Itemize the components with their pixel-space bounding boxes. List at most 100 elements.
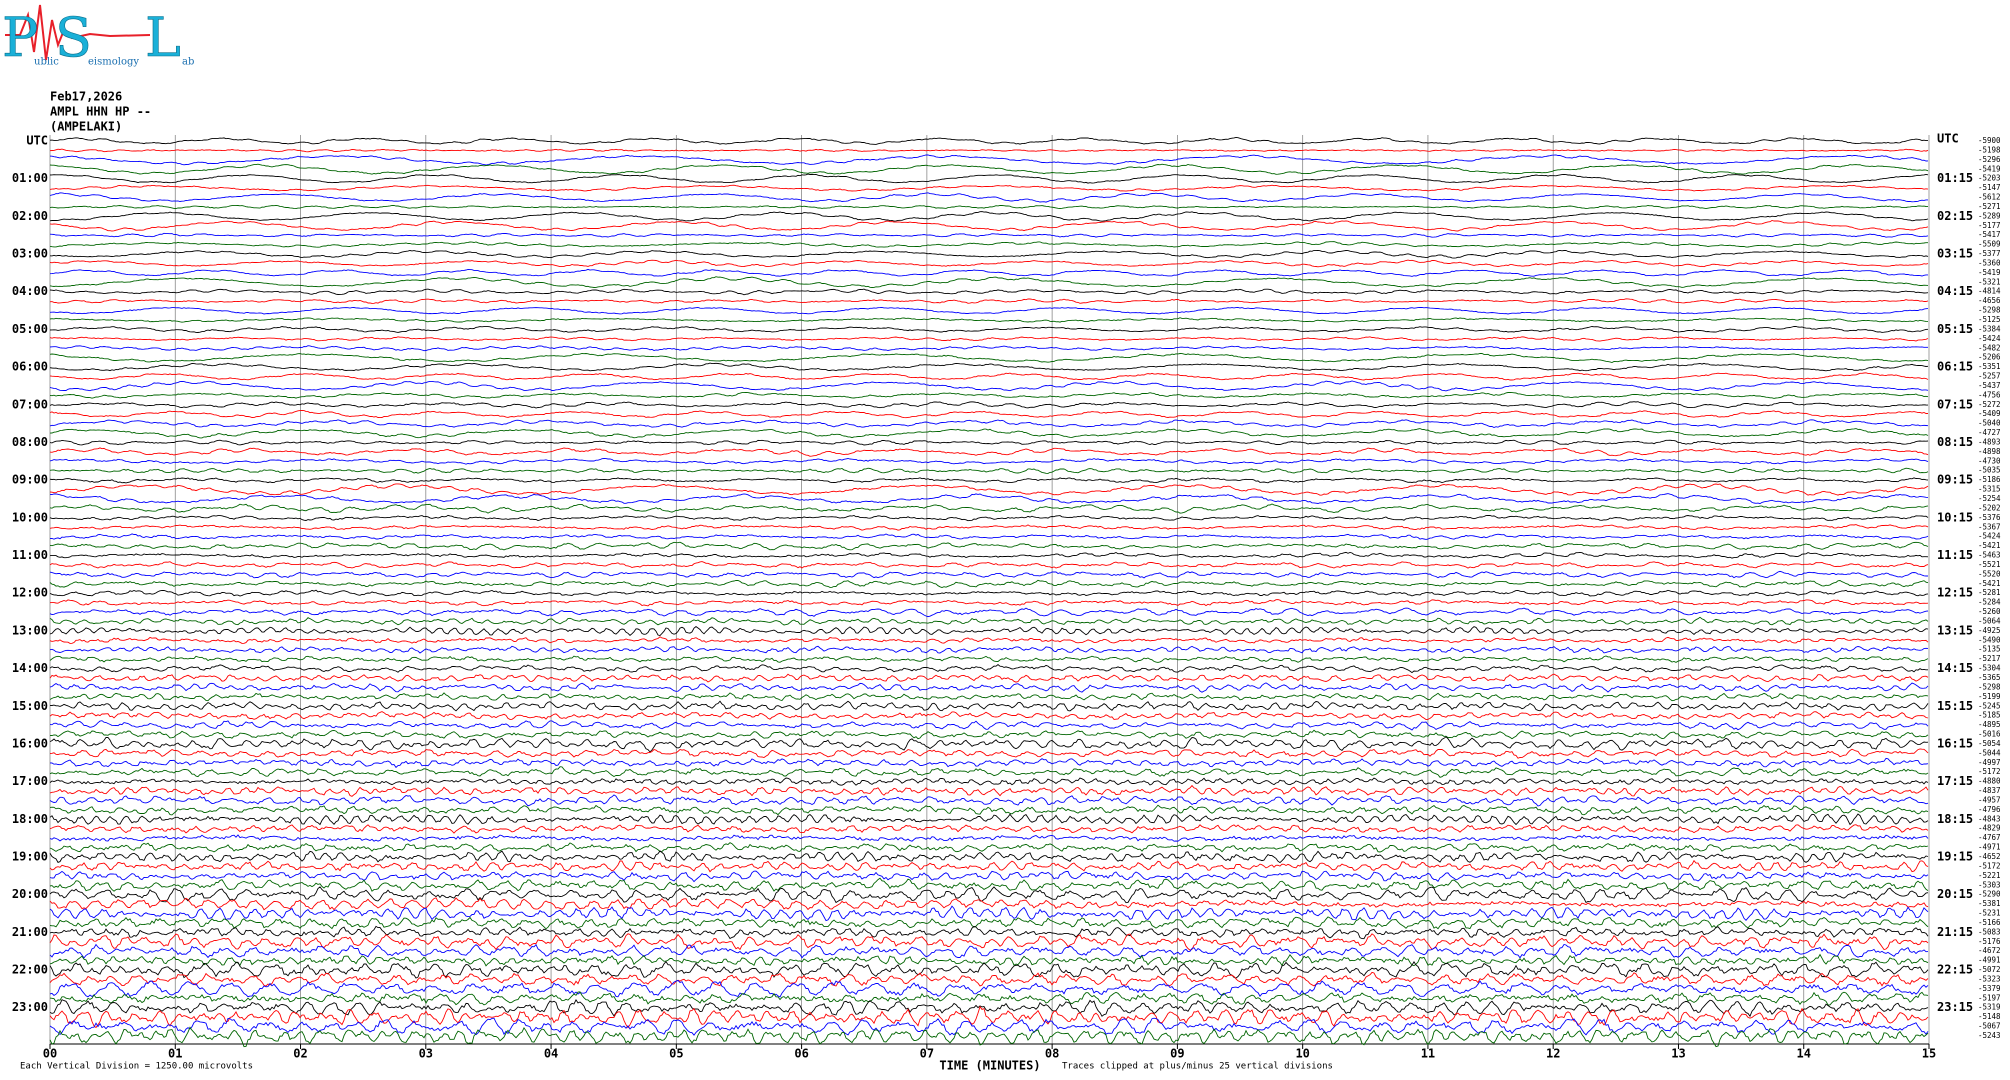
x-tick-label: 07 <box>920 1047 934 1061</box>
trace-offset: -5381 <box>1978 899 2001 908</box>
trace <box>49 886 1929 904</box>
x-tick-label: 08 <box>1045 1047 1059 1061</box>
trace <box>49 148 1929 153</box>
left-time-label: 06:00 <box>12 360 48 374</box>
trace <box>49 204 1929 210</box>
footnote: Traces clipped at plus/minus 25 vertical… <box>1062 1062 1333 1072</box>
trace-offset: -5520 <box>1978 569 2001 578</box>
trace-offset: -5198 <box>1978 145 2001 154</box>
trace-offset: -5135 <box>1978 645 2001 654</box>
x-axis-title: TIME (MINUTES) <box>939 1059 1040 1073</box>
left-time-label: UTC <box>26 134 48 148</box>
left-time-label: 16:00 <box>12 736 48 750</box>
trace <box>49 259 1929 268</box>
left-time-label: 09:00 <box>12 473 48 487</box>
trace-offset: -5377 <box>1978 249 2001 258</box>
trace <box>49 220 1929 232</box>
trace <box>49 477 1929 484</box>
trace <box>49 163 1929 175</box>
trace <box>49 850 1929 864</box>
trace-offset: -5260 <box>1978 607 2001 616</box>
logo-wave <box>5 4 151 61</box>
left-time-label: 01:00 <box>12 171 48 185</box>
trace-offset: -5304 <box>1978 664 2001 673</box>
left-time-label: 07:00 <box>12 397 48 411</box>
x-tick-label: 12 <box>1546 1047 1560 1061</box>
left-time-label: 18:00 <box>12 812 48 826</box>
trace-offset: -5424 <box>1978 532 2001 541</box>
right-time-label: 01:15 <box>1937 171 1973 185</box>
trace <box>49 953 1929 967</box>
right-time-label: 03:15 <box>1937 247 1973 261</box>
trace-offset: -5421 <box>1978 541 2001 550</box>
footnote: Each Vertical Division = 1250.00 microvo… <box>20 1062 253 1072</box>
left-time-label: 21:00 <box>12 925 48 939</box>
right-time-label: 14:15 <box>1937 661 1973 675</box>
trace <box>49 493 1929 505</box>
right-time-label: 23:15 <box>1937 1000 1973 1014</box>
trace-offset: -5125 <box>1978 315 2001 324</box>
trace-offset: -5172 <box>1978 767 2001 776</box>
right-time-label: 07:15 <box>1937 397 1973 411</box>
trace <box>49 514 1929 522</box>
logo-word: ublic <box>34 57 59 68</box>
trace <box>49 1026 1929 1048</box>
trace <box>49 1017 1929 1036</box>
trace-offset: -5217 <box>1978 654 2001 663</box>
trace <box>49 711 1929 720</box>
left-time-label: 23:00 <box>12 1000 48 1014</box>
left-time-label: 14:00 <box>12 661 48 675</box>
right-time-label: 18:15 <box>1937 812 1973 826</box>
right-time-label: 02:15 <box>1937 209 1973 223</box>
trace-offset: -5437 <box>1978 381 2001 390</box>
trace <box>49 380 1929 392</box>
right-time-label: 21:15 <box>1937 925 1973 939</box>
left-time-label: 17:00 <box>12 774 48 788</box>
trace-offset: -5067 <box>1978 1022 2001 1031</box>
left-time-label: 20:00 <box>12 887 48 901</box>
left-time-label: 15:00 <box>12 699 48 713</box>
trace-offset: -4991 <box>1978 956 2001 965</box>
trace-offset: -5424 <box>1978 334 2001 343</box>
trace-offset: -5254 <box>1978 494 2001 503</box>
trace <box>49 943 1929 959</box>
trace-offset: -5360 <box>1978 258 2001 267</box>
trace <box>49 859 1929 873</box>
trace <box>49 870 1929 883</box>
trace-offset: -5148 <box>1978 1012 2001 1021</box>
trace <box>49 1005 1929 1029</box>
trace-offset: -5298 <box>1978 682 2001 691</box>
trace-offset: -4756 <box>1978 390 2001 399</box>
trace <box>49 353 1929 363</box>
trace-offset: -5199 <box>1978 692 2001 701</box>
trace <box>49 579 1929 588</box>
trace-offset: -4898 <box>1978 447 2001 456</box>
left-time-label: 10:00 <box>12 510 48 524</box>
trace-offset: -4652 <box>1978 852 2001 861</box>
trace-offset: -4895 <box>1978 720 2001 729</box>
trace <box>49 524 1929 531</box>
trace-offset: -4727 <box>1978 428 2001 437</box>
trace-offset: -4767 <box>1978 833 2001 842</box>
trace-offset: -5206 <box>1978 353 2001 362</box>
trace <box>49 784 1929 797</box>
trace-offset: -5231 <box>1978 909 2001 918</box>
trace <box>49 729 1929 740</box>
x-tick-label: 15 <box>1922 1047 1936 1061</box>
right-time-label: UTC <box>1937 132 1959 146</box>
right-time-label: 15:15 <box>1937 699 1973 713</box>
x-tick-label: 11 <box>1421 1047 1435 1061</box>
trace-offset: -5298 <box>1978 306 2001 315</box>
right-time-label: 19:15 <box>1937 850 1973 864</box>
trace <box>49 700 1929 712</box>
trace <box>49 211 1929 222</box>
trace-offset: -5197 <box>1978 993 2001 1002</box>
right-time-label: 09:15 <box>1937 473 1973 487</box>
right-time-label: 20:15 <box>1937 887 1973 901</box>
trace <box>49 410 1928 419</box>
trace-offset: -5384 <box>1978 324 2001 333</box>
trace <box>49 467 1929 474</box>
x-tick-label: 00 <box>43 1047 57 1061</box>
trace-offset: -5482 <box>1978 343 2001 352</box>
